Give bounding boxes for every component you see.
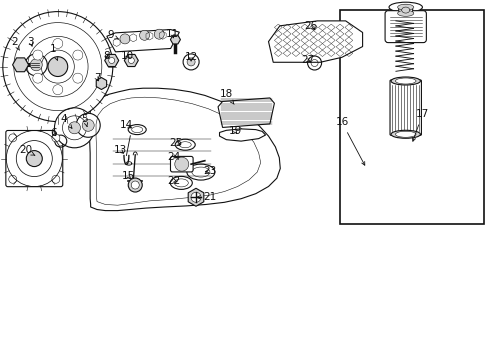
Text: 22: 22 xyxy=(167,176,181,186)
Text: 27: 27 xyxy=(301,55,315,66)
Text: 20: 20 xyxy=(19,145,35,156)
Circle shape xyxy=(128,58,134,63)
Polygon shape xyxy=(89,88,280,211)
Ellipse shape xyxy=(395,78,416,84)
Circle shape xyxy=(54,108,95,148)
Circle shape xyxy=(76,113,100,137)
Circle shape xyxy=(9,175,17,183)
Ellipse shape xyxy=(391,77,420,85)
Circle shape xyxy=(33,50,43,60)
Text: 13: 13 xyxy=(113,145,127,156)
Circle shape xyxy=(120,34,130,44)
Circle shape xyxy=(69,122,80,134)
Text: 14: 14 xyxy=(120,120,133,130)
Circle shape xyxy=(73,73,83,83)
Text: 5: 5 xyxy=(81,114,88,127)
Circle shape xyxy=(9,134,17,142)
Ellipse shape xyxy=(389,8,422,18)
Ellipse shape xyxy=(402,7,410,13)
Circle shape xyxy=(187,58,195,66)
Circle shape xyxy=(53,85,63,95)
Polygon shape xyxy=(269,21,363,62)
FancyBboxPatch shape xyxy=(390,80,421,135)
FancyBboxPatch shape xyxy=(6,130,63,187)
Text: 19: 19 xyxy=(228,126,242,136)
Text: 21: 21 xyxy=(197,192,217,202)
Ellipse shape xyxy=(389,2,422,12)
Text: 3: 3 xyxy=(27,37,34,48)
Circle shape xyxy=(53,39,63,49)
Circle shape xyxy=(131,181,139,189)
Circle shape xyxy=(3,12,113,122)
Text: 9: 9 xyxy=(107,30,119,40)
Circle shape xyxy=(128,178,142,192)
Circle shape xyxy=(30,59,42,71)
Ellipse shape xyxy=(399,5,413,15)
Polygon shape xyxy=(218,98,274,127)
Ellipse shape xyxy=(398,10,414,16)
Polygon shape xyxy=(107,30,179,52)
Text: 8: 8 xyxy=(103,51,110,61)
Text: 7: 7 xyxy=(94,73,100,84)
Ellipse shape xyxy=(391,130,420,138)
Circle shape xyxy=(140,30,149,40)
Circle shape xyxy=(191,192,201,202)
Circle shape xyxy=(183,54,199,70)
Circle shape xyxy=(73,50,83,60)
Ellipse shape xyxy=(398,4,414,10)
Text: 10: 10 xyxy=(121,51,134,61)
Text: 1: 1 xyxy=(49,44,58,60)
Circle shape xyxy=(26,150,42,167)
Bar xyxy=(340,10,484,224)
Circle shape xyxy=(25,54,47,76)
Polygon shape xyxy=(220,129,266,141)
Text: 18: 18 xyxy=(220,89,234,104)
Circle shape xyxy=(109,58,115,63)
Circle shape xyxy=(175,157,189,171)
Ellipse shape xyxy=(395,131,416,137)
Text: 17: 17 xyxy=(413,109,429,141)
Text: 23: 23 xyxy=(203,166,217,176)
Circle shape xyxy=(52,175,60,183)
Text: 25: 25 xyxy=(169,138,182,148)
Text: 11: 11 xyxy=(166,29,179,39)
Circle shape xyxy=(52,134,60,142)
Text: 24: 24 xyxy=(167,152,181,162)
Text: 16: 16 xyxy=(335,117,365,165)
Text: 26: 26 xyxy=(304,21,318,31)
Circle shape xyxy=(154,29,164,39)
Circle shape xyxy=(33,73,43,83)
Text: 2: 2 xyxy=(11,37,20,50)
Text: 12: 12 xyxy=(184,52,198,62)
Text: 6: 6 xyxy=(50,128,57,138)
Text: 4: 4 xyxy=(60,114,72,128)
FancyBboxPatch shape xyxy=(171,156,193,172)
Circle shape xyxy=(82,119,94,131)
Circle shape xyxy=(48,57,68,77)
FancyBboxPatch shape xyxy=(385,11,426,42)
Text: 15: 15 xyxy=(122,171,135,181)
